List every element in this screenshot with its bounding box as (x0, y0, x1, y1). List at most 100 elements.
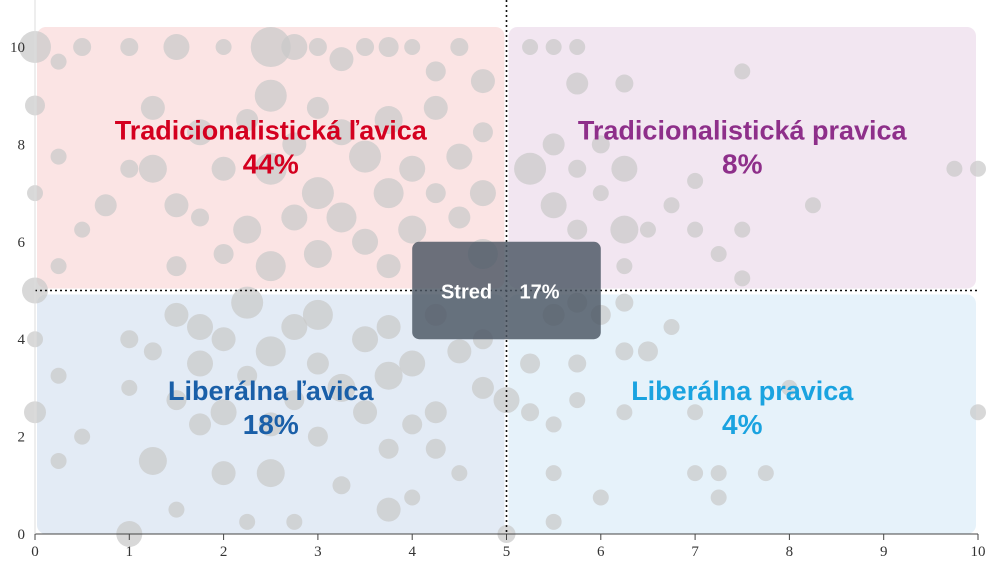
data-point (378, 438, 399, 459)
data-point (255, 336, 286, 367)
data-point (569, 392, 586, 409)
data-point (545, 513, 562, 530)
data-point (211, 461, 236, 486)
data-point (164, 302, 189, 327)
quadrant-percent-tr: 8% (722, 149, 763, 180)
data-point (50, 53, 67, 70)
data-point (121, 379, 138, 396)
data-point (710, 245, 727, 262)
data-point (404, 39, 421, 55)
x-tick-label: 10 (971, 544, 986, 560)
y-tick-label: 10 (10, 40, 25, 56)
data-point (615, 74, 634, 93)
data-point (50, 148, 67, 165)
data-point (566, 72, 589, 95)
data-point (568, 159, 587, 178)
data-point (446, 143, 473, 170)
data-point (402, 414, 423, 435)
data-point (332, 476, 351, 495)
data-point (521, 403, 540, 422)
data-point (303, 239, 332, 268)
data-point (616, 404, 633, 421)
axes: 0 1 2 3 4 5 6 7 8 9 10 0 2 4 6 8 10 (10, 0, 986, 560)
x-tick-label: 8 (786, 544, 794, 560)
data-point (215, 39, 232, 55)
data-point (569, 39, 586, 55)
data-point (734, 63, 751, 80)
data-point (94, 194, 117, 217)
data-point (168, 501, 185, 518)
data-point (472, 122, 493, 143)
quadrant-percent-tl: 44% (243, 149, 299, 180)
x-tick-label: 0 (31, 544, 39, 560)
data-point (399, 350, 426, 377)
data-point (237, 365, 258, 386)
data-point (424, 401, 447, 424)
data-point (663, 319, 680, 336)
data-point (687, 221, 704, 238)
data-point (616, 258, 633, 275)
x-tick-label: 3 (314, 544, 322, 560)
data-point (378, 37, 399, 57)
data-point (306, 96, 329, 119)
data-point (356, 38, 375, 56)
data-point (281, 314, 308, 341)
y-tick-label: 2 (18, 430, 26, 446)
data-point (542, 133, 565, 156)
data-point (74, 221, 91, 238)
data-point (120, 159, 139, 178)
data-point (470, 69, 495, 94)
data-point (307, 426, 328, 447)
x-tick-label: 9 (880, 544, 888, 560)
data-point (970, 160, 986, 177)
data-point (233, 215, 262, 244)
data-point (254, 79, 287, 112)
data-point (374, 361, 403, 390)
data-point (328, 119, 355, 146)
data-point (757, 465, 774, 482)
data-point (187, 314, 214, 341)
data-point (451, 465, 468, 482)
data-point (663, 197, 680, 214)
data-point (250, 27, 291, 67)
data-point (352, 326, 379, 353)
data-point (284, 390, 305, 411)
data-point (50, 258, 67, 275)
quadrant-title-bl: Liberálna ľavica (168, 376, 374, 406)
data-point (545, 416, 562, 433)
data-point (50, 367, 67, 384)
x-tick-label: 1 (126, 544, 134, 560)
quadrant-title-tr: Tradicionalistická pravica (578, 116, 908, 146)
data-point (211, 327, 236, 352)
x-tick-label: 4 (408, 544, 416, 560)
data-point (281, 34, 308, 60)
x-tick-label: 7 (691, 544, 699, 560)
data-point (254, 152, 287, 185)
data-point (540, 192, 567, 219)
data-point (710, 489, 727, 506)
x-tick-label: 2 (220, 544, 228, 560)
data-point (164, 193, 189, 218)
data-point (327, 373, 356, 402)
data-point (326, 202, 357, 233)
data-point (687, 404, 704, 421)
x-tick-label: 6 (597, 544, 605, 560)
data-point (399, 155, 426, 182)
data-point (404, 489, 421, 506)
data-point (447, 339, 472, 364)
data-point (191, 208, 210, 227)
data-point (687, 465, 704, 482)
x-tick-label: 5 (503, 544, 511, 560)
data-point (143, 342, 162, 361)
data-point (615, 293, 634, 312)
data-point (166, 390, 187, 411)
y-tick-label: 6 (18, 235, 26, 251)
data-point (138, 446, 167, 475)
data-point (804, 197, 821, 214)
quadrant-percent-br: 4% (722, 409, 763, 440)
data-point (568, 354, 587, 373)
data-point (398, 215, 427, 244)
data-point (545, 39, 562, 55)
data-point (163, 34, 190, 60)
